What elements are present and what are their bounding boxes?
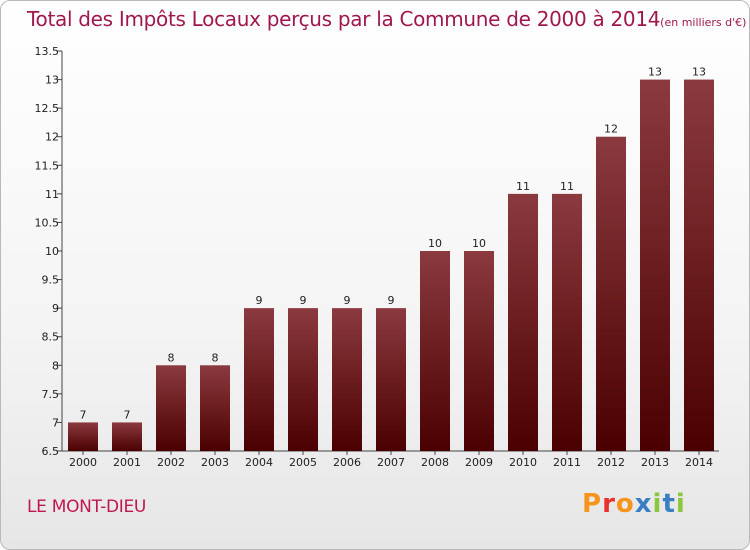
logo-letter: i [652, 489, 663, 519]
x-tick-label: 2007 [377, 456, 405, 469]
bars [68, 79, 714, 452]
y-tick-label: 7 [52, 416, 59, 429]
bar [332, 308, 362, 451]
x-tick-label: 2009 [465, 456, 493, 469]
x-tick-label: 2005 [289, 456, 317, 469]
bar-value-label: 7 [80, 408, 87, 421]
bar [200, 365, 230, 451]
bar [288, 308, 318, 451]
y-tick-label: 13.5 [35, 45, 60, 58]
bar [244, 308, 274, 451]
y-tick-label: 13 [45, 74, 59, 87]
bar-value-label: 13 [648, 66, 662, 79]
bar-value-label: 9 [256, 294, 263, 307]
x-tick-label: 2011 [553, 456, 581, 469]
x-tick-label: 2010 [509, 456, 537, 469]
bar-value-label: 11 [516, 180, 530, 193]
bar-value-label: 13 [692, 66, 706, 79]
bar [464, 251, 494, 451]
commune-name: LE MONT-DIEU [27, 497, 147, 517]
y-tick-label: 8.5 [42, 331, 60, 344]
y-tick-label: 12 [45, 131, 59, 144]
y-tick-label: 11.5 [35, 159, 60, 172]
bar [552, 193, 582, 451]
x-tick-label: 2012 [597, 456, 625, 469]
y-tick-label: 11 [45, 188, 59, 201]
logo-letter: i [675, 489, 686, 519]
y-tick-label: 9.5 [42, 274, 60, 287]
y-tick-label: 9 [52, 302, 59, 315]
bar [596, 136, 626, 451]
x-tick-label: 2000 [69, 456, 97, 469]
logo-letter: o [615, 489, 635, 519]
bar-value-label: 8 [212, 351, 219, 364]
proxiti-logo[interactable]: Proxiti [582, 489, 686, 519]
bar-value-label: 7 [124, 408, 131, 421]
bar [684, 79, 714, 452]
bar-value-label: 9 [300, 294, 307, 307]
bar-value-label: 10 [472, 237, 486, 250]
logo-letter: P [582, 489, 603, 519]
logo-letter: r [602, 489, 616, 519]
bar [640, 79, 670, 452]
x-tick-label: 2001 [113, 456, 141, 469]
title-text: Total des Impôts Locaux perçus par la Co… [27, 7, 661, 31]
bar-value-label: 8 [168, 351, 175, 364]
bar [376, 308, 406, 451]
bar [508, 193, 538, 451]
bar [156, 365, 186, 451]
y-tick-label: 10 [45, 245, 59, 258]
y-tick-label: 7.5 [42, 388, 60, 401]
y-tick-label: 10.5 [35, 216, 60, 229]
y-tick-label: 6.5 [42, 445, 60, 458]
x-tick-label: 2004 [245, 456, 273, 469]
logo-letter: t [662, 489, 676, 519]
labels: 7 2000 7 2001 8 2002 8 2003 9 2004 9 2005 9 2006 9 2007… [69, 66, 713, 469]
x-tick-label: 2006 [333, 456, 361, 469]
bar-value-label: 11 [560, 180, 574, 193]
bar [420, 251, 450, 451]
y-tick-label: 12.5 [35, 102, 60, 115]
x-tick-label: 2013 [641, 456, 669, 469]
bar-value-label: 9 [344, 294, 351, 307]
chart-title: Total des Impôts Locaux perçus par la Co… [27, 7, 746, 31]
y-tick-label: 8 [52, 359, 59, 372]
x-tick-label: 2008 [421, 456, 449, 469]
logo-letter: x [634, 489, 653, 519]
bar-value-label: 10 [428, 237, 442, 250]
bar [112, 422, 142, 451]
title-unit: (en milliers d'€) [660, 16, 747, 29]
x-tick-label: 2003 [201, 456, 229, 469]
bar-value-label: 9 [388, 294, 395, 307]
x-tick-label: 2002 [157, 456, 185, 469]
bar-value-label: 12 [604, 123, 618, 136]
bar [68, 422, 98, 451]
x-tick-label: 2014 [685, 456, 713, 469]
